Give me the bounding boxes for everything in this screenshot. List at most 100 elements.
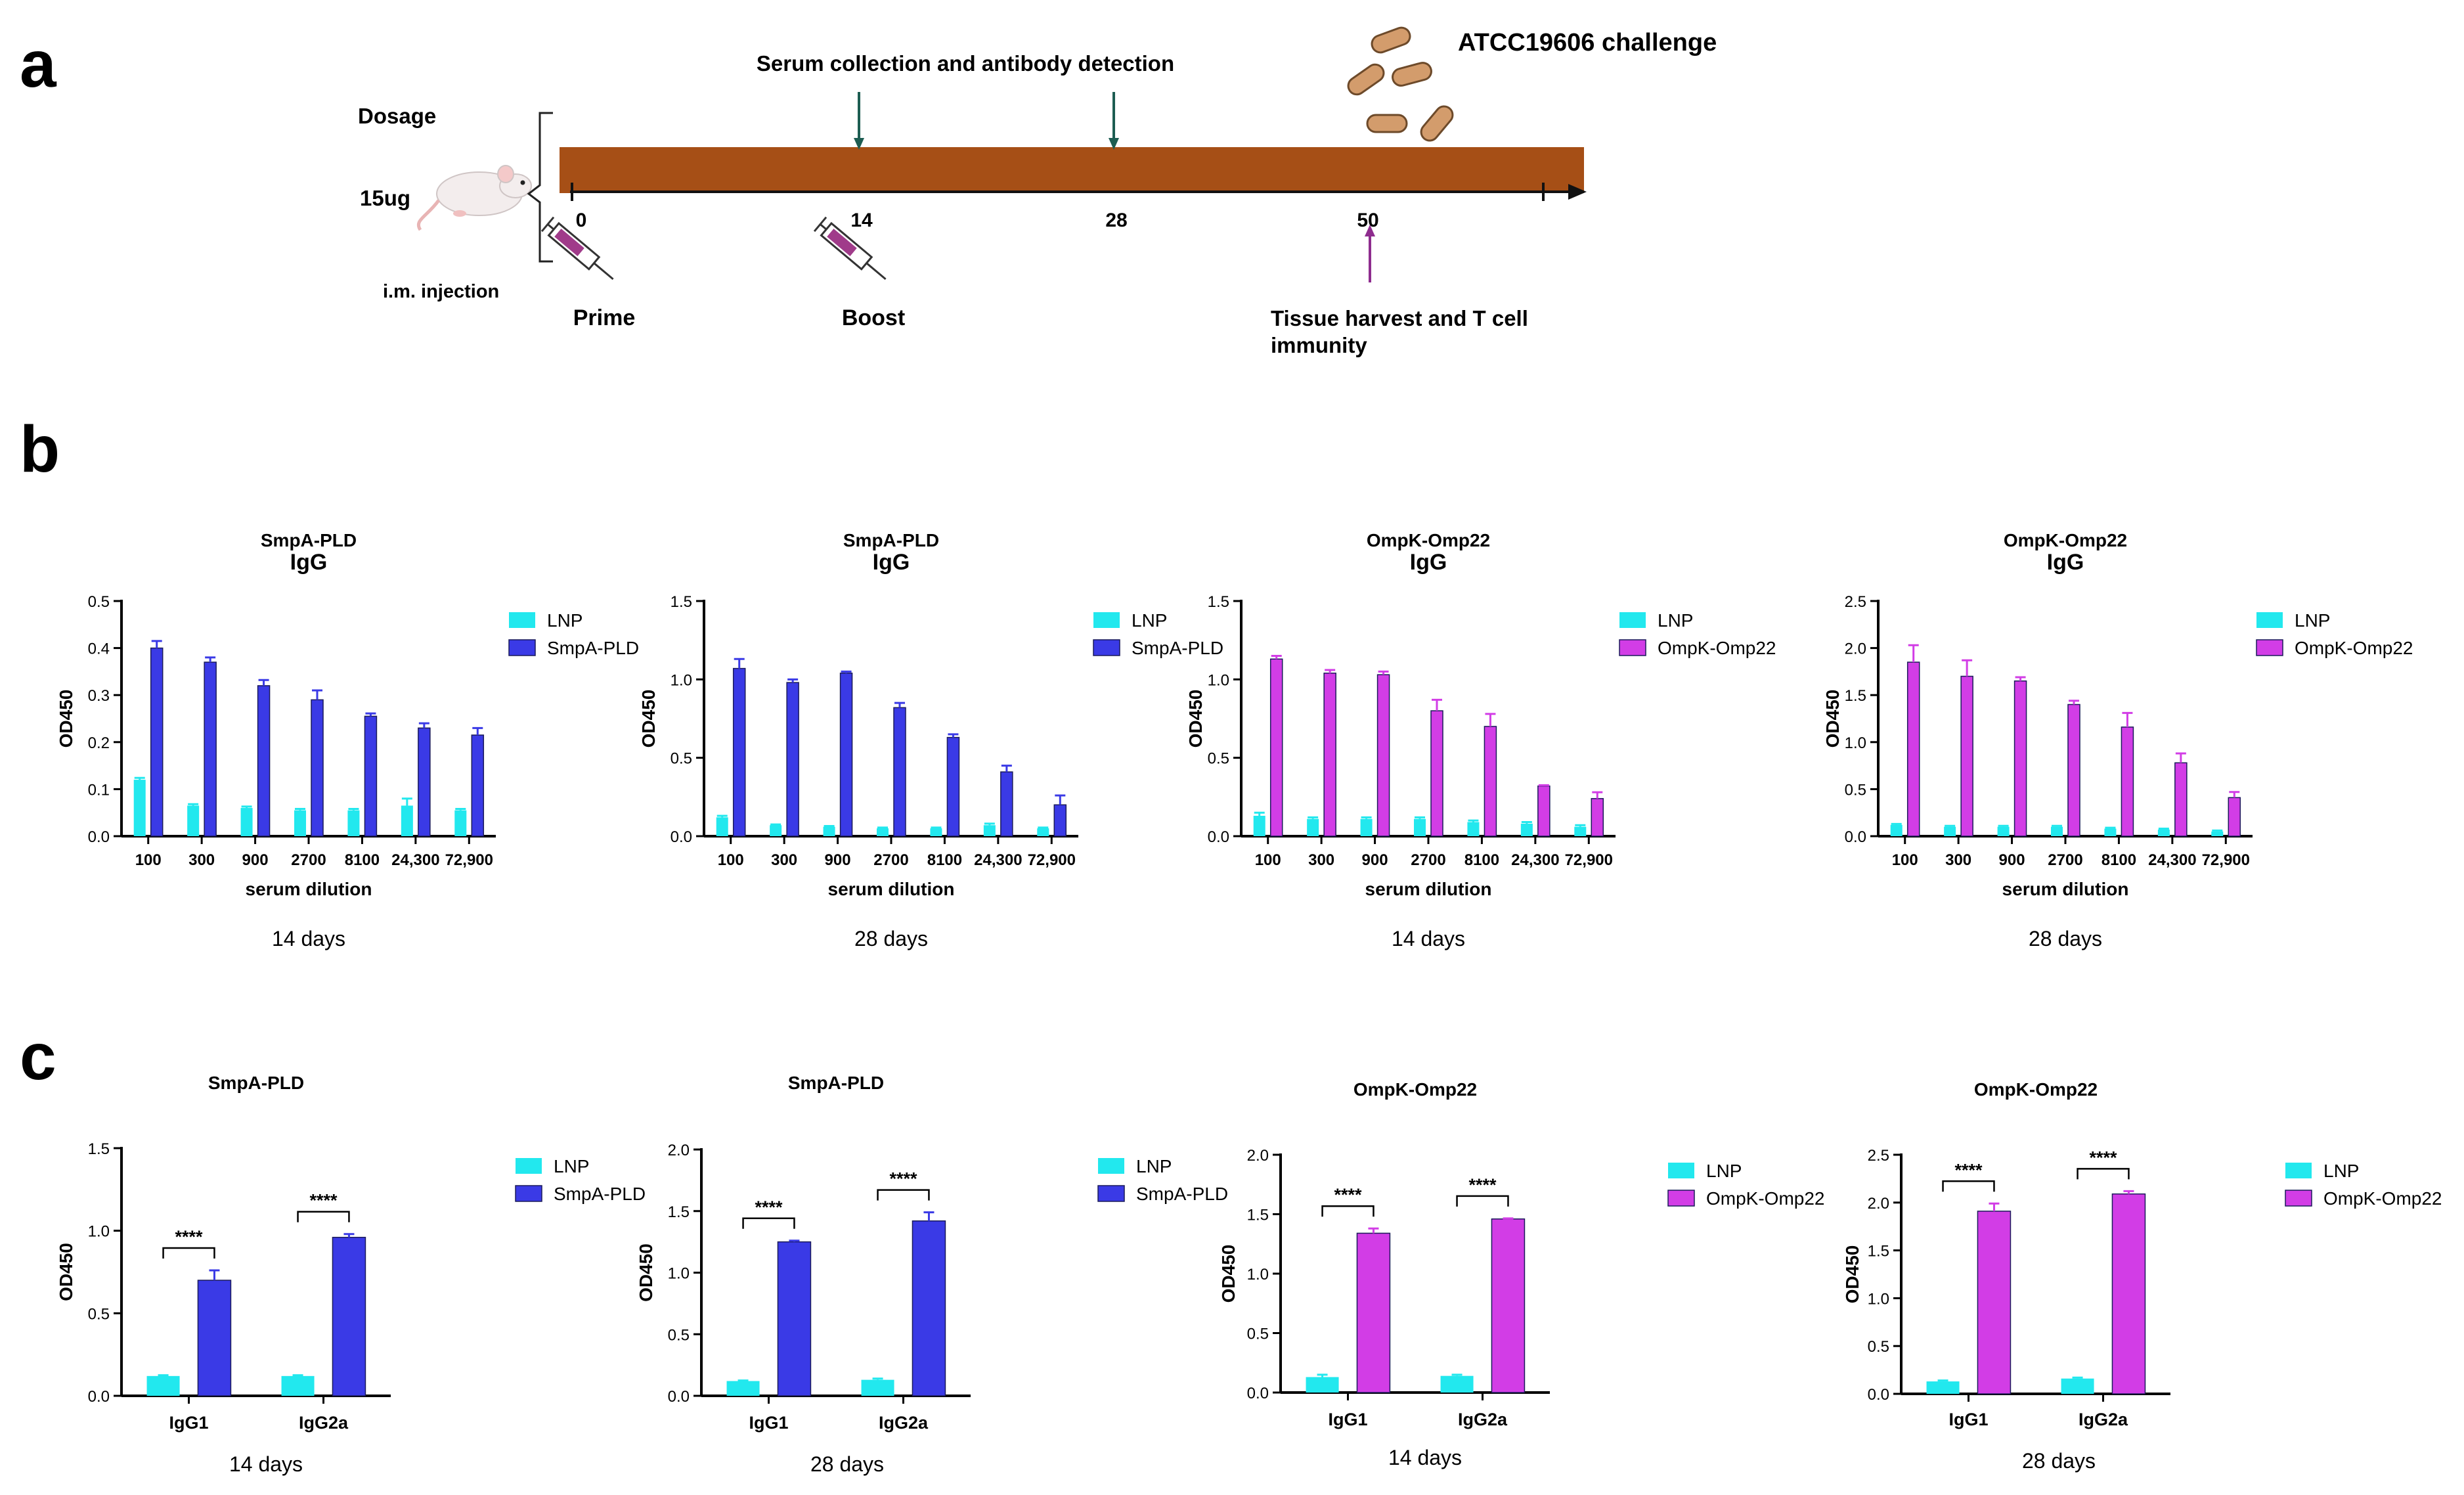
bar-ompk-omp22	[2174, 762, 2188, 837]
bar-ompk-omp22	[1430, 710, 1443, 837]
bar-lnp	[770, 825, 782, 836]
significance-label: ****	[1468, 1175, 1497, 1195]
bar-ompk-omp22	[2013, 680, 2027, 837]
y-tick-label: 0.1	[88, 781, 110, 799]
bar-lnp	[1440, 1375, 1474, 1393]
y-tick-label: 1.0	[1845, 734, 1866, 752]
bar-lnp	[281, 1375, 315, 1396]
bar-ompk-omp22	[2228, 797, 2241, 837]
x-tick-label: 8100	[927, 851, 962, 869]
bar-lnp	[294, 810, 306, 836]
y-tick-label: 0.0	[1247, 1385, 1269, 1402]
x-tick-label: 300	[771, 851, 797, 869]
bar-lnp	[983, 825, 996, 836]
bar-smpa-pld	[364, 715, 378, 837]
bar-smpa-pld	[150, 647, 164, 837]
legend-label: LNP	[2323, 1161, 2359, 1181]
bar-smpa-pld	[332, 1236, 366, 1396]
significance-label: ****	[309, 1191, 338, 1211]
x-tick-label: IgG1	[169, 1413, 208, 1433]
bar-lnp	[861, 1379, 894, 1396]
bar-lnp	[2157, 829, 2170, 836]
x-tick-label: 2700	[291, 851, 326, 869]
y-axis-label: OD450	[638, 690, 659, 748]
dosage-label: Dosage	[358, 104, 436, 128]
y-tick-label: 0.0	[1845, 828, 1866, 846]
bar-lnp	[823, 826, 835, 836]
y-tick-label: 0.0	[671, 828, 692, 846]
bar-ompk-omp22	[2121, 726, 2134, 837]
legend-swatch	[2285, 1163, 2312, 1178]
x-tick-label: 24,300	[1511, 851, 1559, 869]
panel-label-c: c	[20, 1020, 56, 1094]
y-tick-label: 1.5	[668, 1203, 690, 1221]
legend-label: LNP	[547, 610, 583, 631]
y-tick-label: 1.5	[1247, 1207, 1269, 1224]
significance-label: ****	[889, 1169, 917, 1189]
chart-subtitle: IgG	[873, 550, 910, 575]
x-tick-label: 2700	[873, 851, 908, 869]
mouse-icon	[416, 165, 532, 231]
dose-bracket	[527, 112, 553, 263]
chart-6: SmpA-PLD 0.0 0.5 1.0 1.5 2.0 OD450 IgG1 **** IgG2…	[636, 1073, 1228, 1476]
bar-smpa-pld	[311, 699, 324, 837]
y-tick-label: 0.5	[671, 750, 692, 768]
x-tick-label: 72,900	[1565, 851, 1613, 869]
dose-value: 15ug	[360, 186, 410, 210]
harvest-arrow	[1365, 225, 1375, 282]
bar-lnp	[1414, 818, 1426, 836]
bar-smpa-pld	[912, 1220, 946, 1396]
y-tick-label: 1.5	[1208, 593, 1229, 611]
significance-bracket	[877, 1189, 930, 1201]
x-tick-label: 24,300	[974, 851, 1022, 869]
significance-bracket	[297, 1211, 350, 1222]
x-tick-label: IgG2a	[2079, 1410, 2128, 1429]
significance-bracket	[2077, 1168, 2130, 1180]
bar-lnp	[1520, 823, 1533, 836]
serum-collection-label: Serum collection and antibody detection	[757, 51, 1174, 76]
significance-bracket	[742, 1217, 795, 1229]
panel-label-b: b	[20, 413, 60, 486]
y-tick-label: 0.5	[88, 593, 110, 611]
challenge-label: ATCC19606 challenge	[1458, 29, 1717, 56]
harvest-label-line2: immunity	[1271, 333, 1367, 357]
significance-label: ****	[1954, 1160, 1983, 1180]
chart-caption: 14 days	[1392, 927, 1465, 950]
bar-lnp	[1890, 824, 1903, 836]
chart-caption: 14 days	[1388, 1446, 1462, 1469]
legend-swatch	[1619, 612, 1646, 628]
significance-label: ****	[755, 1197, 783, 1217]
day-28-label: 28	[1105, 210, 1127, 231]
bar-ompk-omp22	[1537, 785, 1551, 837]
x-tick-label: 100	[1892, 851, 1918, 869]
chart-subtitle: IgG	[290, 550, 328, 575]
day-50-label: 50	[1357, 210, 1378, 231]
x-tick-label: 2700	[2048, 851, 2082, 869]
legend-swatch	[2285, 1190, 2312, 1207]
x-tick-label: 900	[825, 851, 851, 869]
y-tick-label: 1.0	[1868, 1290, 1889, 1308]
x-tick-label: 72,900	[445, 851, 493, 869]
syringe-icon-prime	[540, 216, 614, 280]
bar-lnp	[930, 828, 942, 836]
y-tick-label: 0.0	[88, 828, 110, 846]
y-tick-label: 0.5	[1247, 1326, 1269, 1343]
y-tick-label: 0.4	[88, 640, 110, 658]
legend-label: LNP	[1706, 1161, 1742, 1181]
legend-swatch	[1619, 639, 1646, 656]
y-axis-label: OD450	[1842, 1245, 1862, 1304]
chart-title: OmpK-Omp22	[2004, 530, 2127, 550]
chart-5: SmpA-PLD 0.0 0.5 1.0 1.5 OD450 IgG1 **** IgG2a **…	[56, 1073, 646, 1476]
y-axis-label: OD450	[1218, 1245, 1239, 1303]
bar-smpa-pld	[1000, 771, 1013, 837]
chart-title: SmpA-PLD	[843, 530, 939, 550]
x-tick-label: 24,300	[2148, 851, 2196, 869]
y-tick-label: 0.3	[88, 687, 110, 705]
syringe-icon-boost	[813, 216, 887, 280]
significance-bracket	[1456, 1195, 1509, 1207]
y-tick-label: 2.0	[1247, 1147, 1269, 1165]
y-axis-label: OD450	[56, 690, 76, 748]
y-tick-label: 2.5	[1845, 593, 1866, 611]
bar-ompk-omp22	[1356, 1232, 1391, 1393]
